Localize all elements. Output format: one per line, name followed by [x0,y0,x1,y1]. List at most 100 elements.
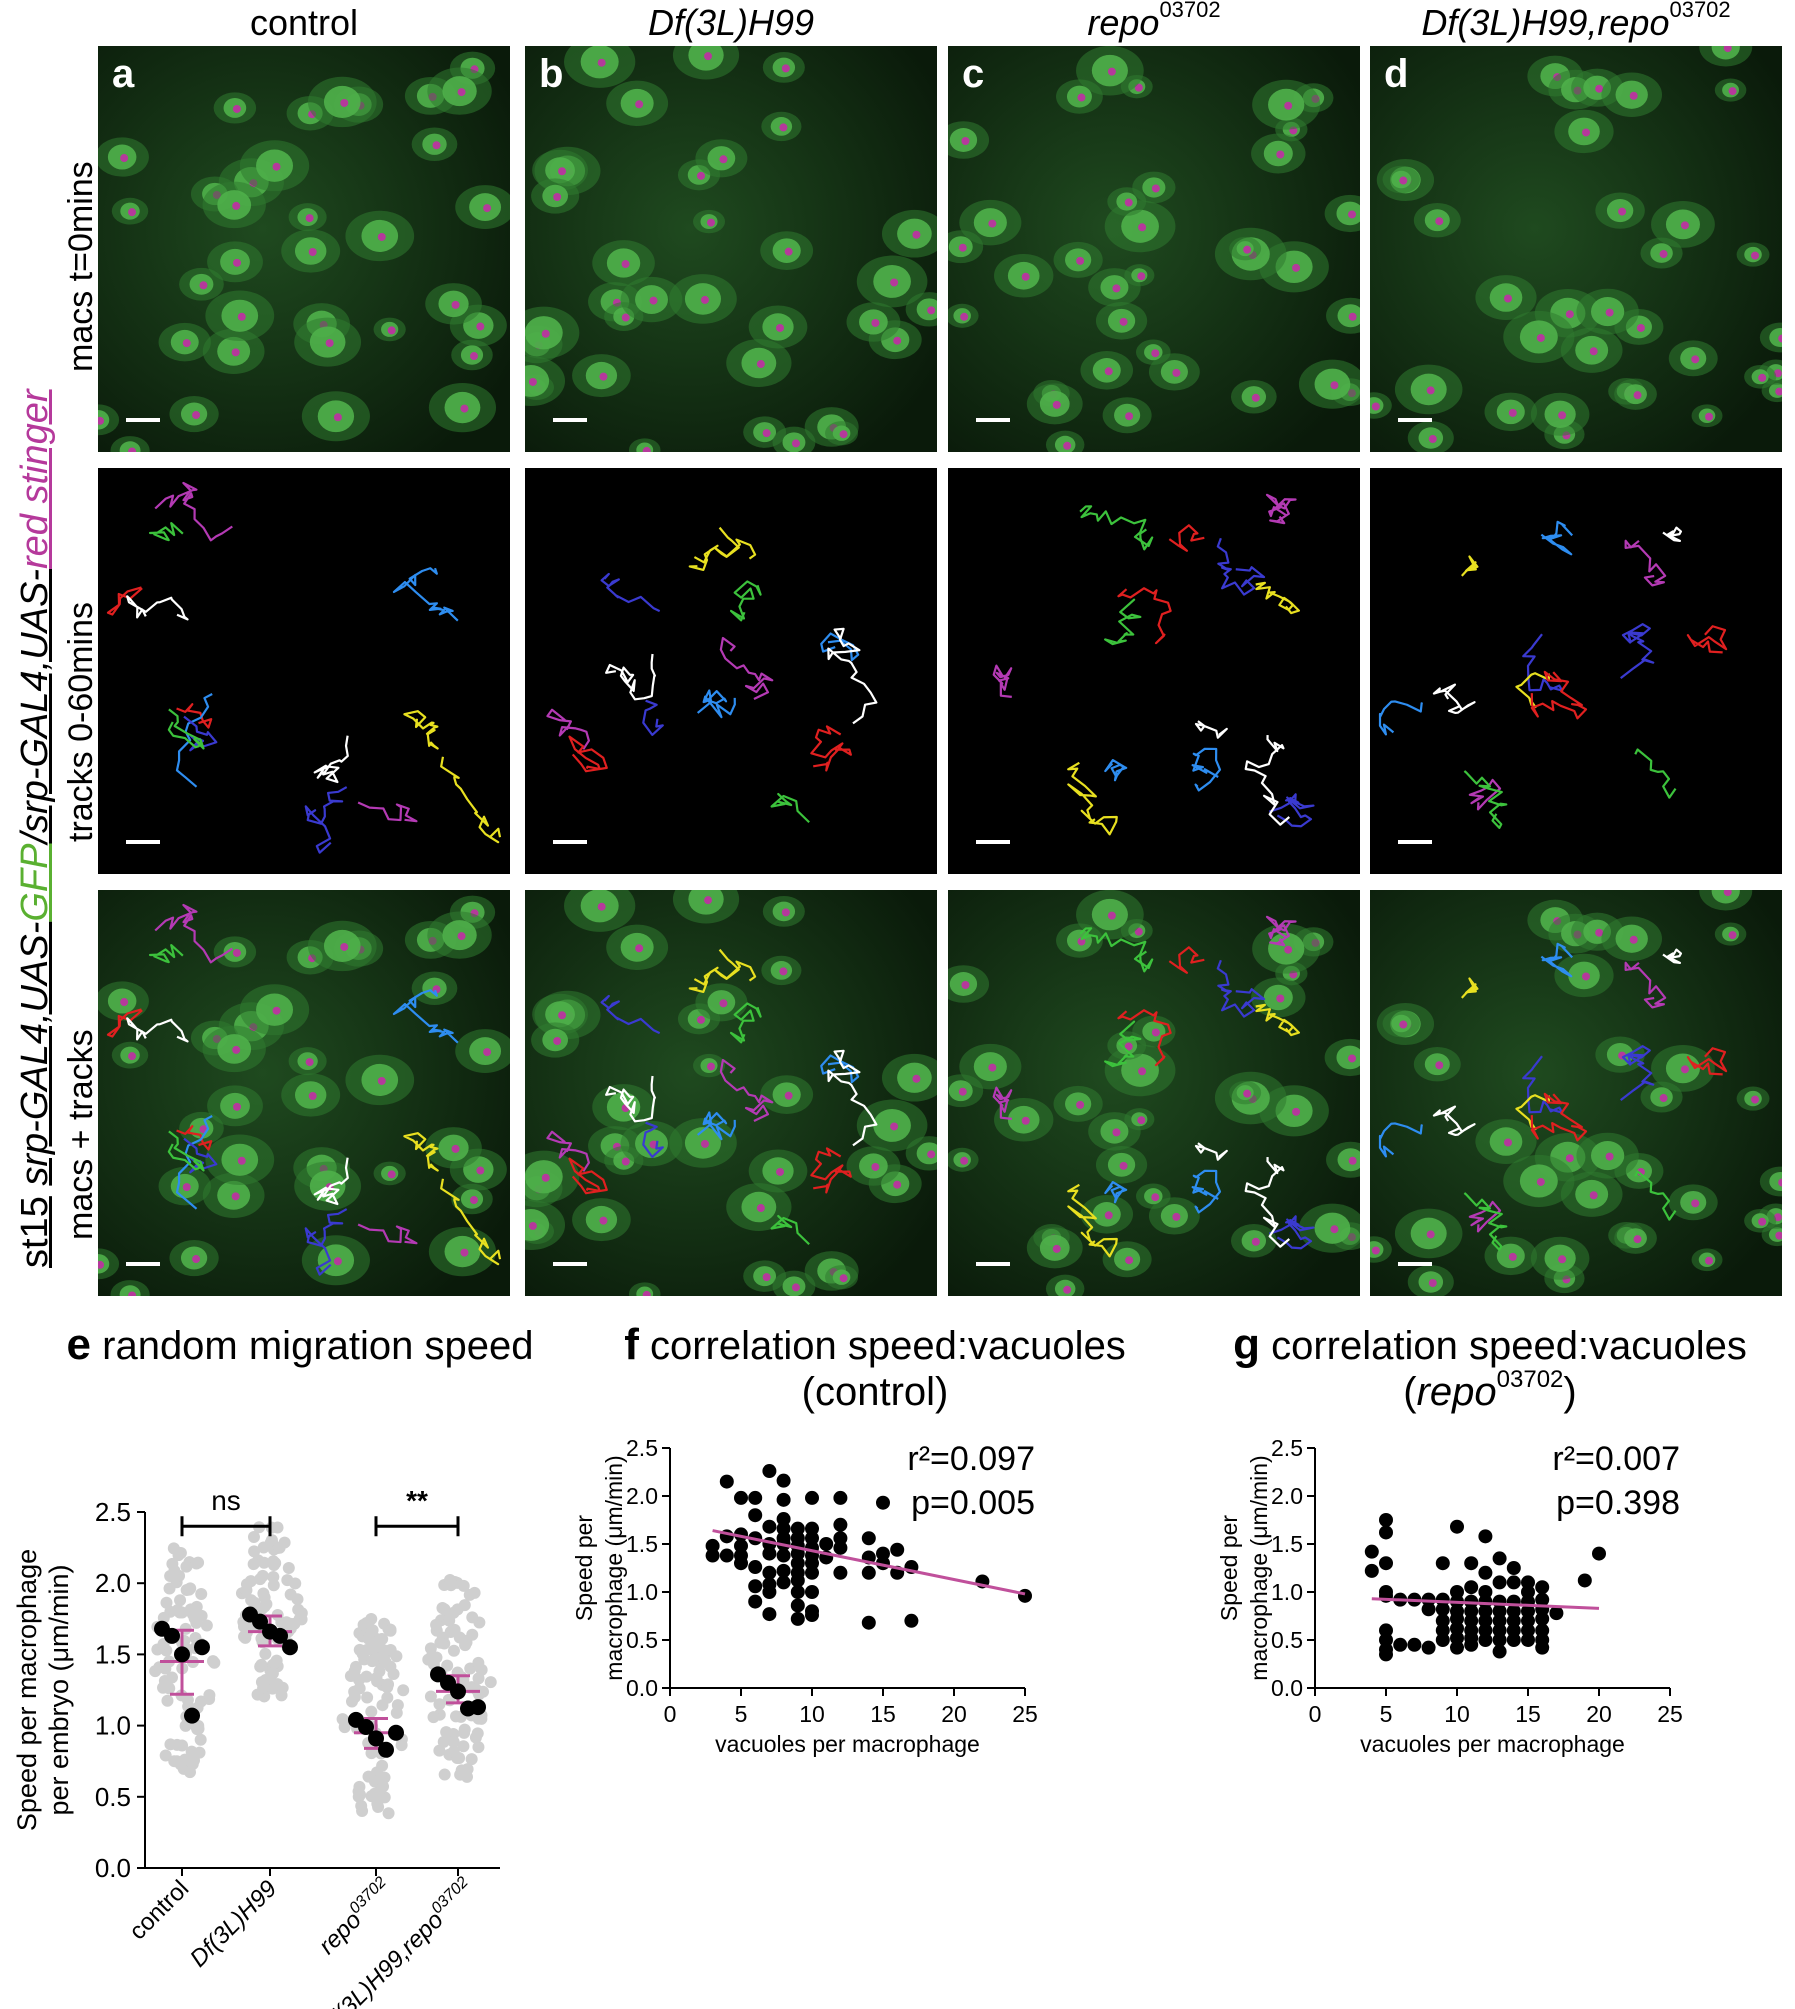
data-point [861,1565,876,1580]
embryo-mean-point [184,1707,200,1724]
panel-letter: b [539,52,564,96]
data-point [1464,1613,1479,1628]
macrophage-point [458,1599,471,1612]
data-point [833,1565,848,1580]
macrophage-point [208,1656,221,1669]
macrophage-point [248,1545,261,1558]
macrophage-point [247,1558,260,1571]
panel-letter: c [962,52,985,96]
data-point [776,1548,791,1563]
data-point [1379,1556,1393,1571]
y-tick-label: 0.5 [1271,1627,1303,1653]
data-point [1478,1585,1493,1599]
macrophage-point [457,1740,470,1753]
data-point [1478,1623,1493,1638]
macrophage-point [194,1733,207,1746]
micrograph-c-row1: c [948,46,1360,452]
embryo-mean-point [450,1683,466,1700]
data-point [1379,1623,1393,1638]
data-point [1364,1544,1379,1559]
embryo-mean-point [272,1627,288,1644]
macrophage-point [190,1557,203,1570]
macrophage-point [270,1654,283,1667]
embryo-mean-point [470,1699,486,1716]
data-point [1521,1575,1535,1590]
macrophage-point [153,1661,166,1674]
x-tick-label: 0 [1309,1701,1322,1727]
macrophage-point [157,1681,170,1694]
data-point [1478,1613,1493,1628]
row-label-tracks: tracks 0-60mins [62,602,100,842]
r-squared-label: r²=0.097 [907,1440,1035,1478]
macrophage-point [376,1759,389,1772]
macrophage-point [361,1643,374,1656]
macrophage-point [164,1570,177,1583]
data-point [1421,1602,1436,1617]
data-point [1492,1623,1507,1638]
data-point [904,1613,919,1628]
data-point [1407,1637,1422,1652]
data-point [1535,1592,1550,1607]
data-point [1521,1604,1535,1619]
chart-e-migration-speed: 0.0 0.5 1.0 1.5 2.0 2.5 Speed per macrophage pe… [12,1485,500,2009]
y-tick-label: 1.0 [1271,1579,1303,1605]
data-point [748,1508,763,1523]
macrophage-point [458,1723,471,1736]
macrophage-point [160,1596,173,1609]
data-point [790,1611,805,1626]
micrograph-c-row2 [948,468,1360,874]
macrophage-point [433,1744,446,1757]
micrograph-b-row1: b [525,46,937,452]
data-point [1464,1604,1479,1619]
macrophage-point [186,1758,199,1771]
macrophage-point [159,1749,172,1762]
data-point [734,1490,748,1505]
macrophage-point [267,1559,280,1572]
data-point [1535,1611,1550,1626]
macrophage-point [373,1665,386,1678]
row-label-macs: macs t=0mins [62,161,100,372]
x-tick-label: 15 [1515,1701,1541,1727]
x-tick-label: control [124,1875,194,1945]
embryo-mean-point [194,1639,210,1656]
scale-bar [126,418,160,422]
data-point [1450,1585,1464,1599]
row-label-macs-tracks: macs + tracks [62,1029,100,1240]
macrophage-point [430,1618,443,1631]
macrophage-point [171,1738,184,1751]
scale-bar [126,1262,160,1266]
micrograph-d-row3 [1370,890,1782,1296]
regression-line [712,1529,1026,1596]
macrophage-point [163,1582,176,1595]
x-tick-label: 0 [664,1701,677,1727]
macrophage-point [444,1626,457,1639]
x-tick-label: Df(3L)H99 [185,1875,282,1972]
data-point [790,1556,805,1571]
micrograph-c-row3 [948,890,1360,1296]
data-point [1506,1561,1521,1575]
data-point [1506,1623,1521,1638]
column-title-df3lh99: Df(3L)H99 [647,2,815,43]
data-point [1478,1604,1493,1619]
macrophage-point [257,1587,270,1600]
data-point [1478,1529,1493,1544]
scale-bar [1398,418,1432,422]
y-tick-label: 1.5 [95,1639,131,1669]
embryo-mean-point [388,1724,404,1741]
macrophage-point [254,1573,267,1586]
y-tick-label: 2.5 [626,1435,658,1461]
data-point [1421,1640,1436,1655]
data-point [776,1521,791,1536]
data-point [876,1546,890,1561]
macrophage-point [447,1644,460,1657]
panel-e-title: e random migration speed [66,1320,534,1369]
data-point [1549,1606,1564,1621]
data-point [1379,1647,1393,1662]
micrograph-a-row2 [98,468,510,874]
y-tick-label: 0.0 [626,1675,658,1701]
embryo-mean-point [378,1741,394,1758]
y-axis-label: Speed per macrophage [12,1549,42,1831]
x-tick-label: 20 [1586,1701,1612,1727]
y-tick-label: 0.5 [626,1627,658,1653]
data-point [719,1474,734,1489]
